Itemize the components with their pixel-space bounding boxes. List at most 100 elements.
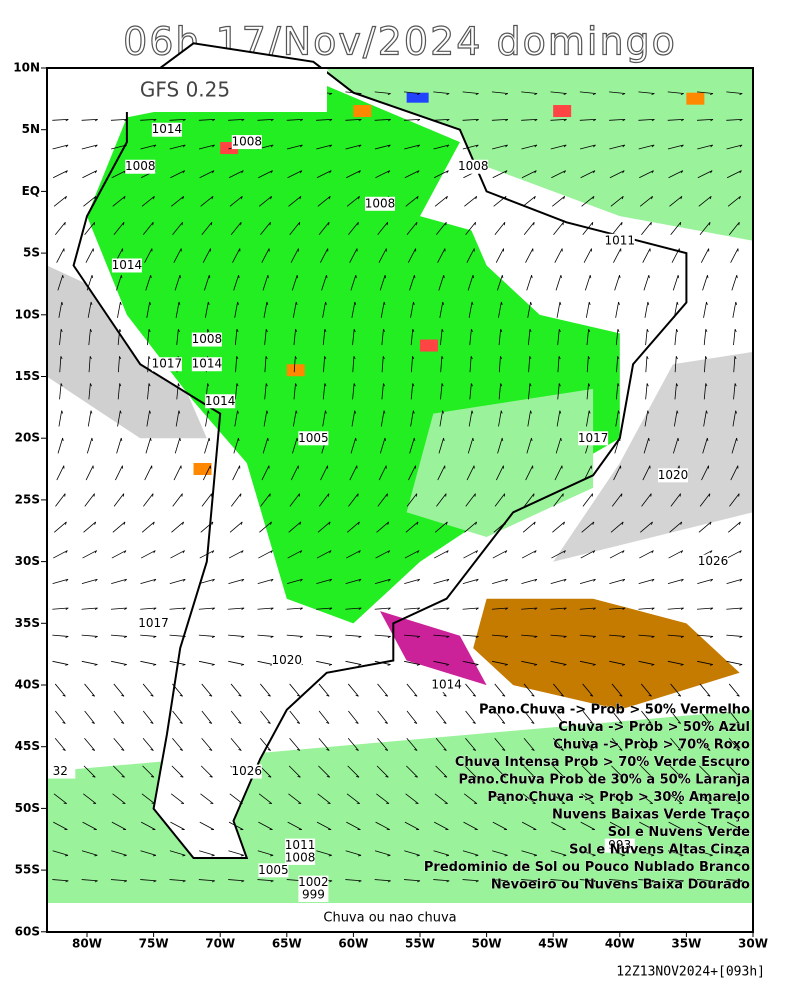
wind-arrow [172, 738, 184, 751]
wind-arrow [53, 793, 67, 804]
lat-label: 10N [13, 61, 40, 75]
wind-arrow [469, 383, 473, 400]
wind-arrow [727, 521, 741, 533]
wind-arrow [553, 221, 564, 235]
wind-arrow [52, 170, 68, 179]
wind-arrow [381, 383, 385, 400]
isobar-label-bg [285, 850, 316, 865]
wind-arrow [230, 493, 242, 507]
wind-arrow [169, 118, 186, 122]
wind-arrow [257, 118, 274, 122]
wind-arrow [521, 879, 538, 883]
wind-arrow [406, 683, 418, 697]
isobar-label: 993 [608, 838, 631, 852]
lon-label: 55W [405, 937, 435, 951]
wind-arrow [316, 170, 332, 179]
wind-arrow [200, 195, 214, 207]
lon-label: 40W [605, 937, 635, 951]
wind-arrow [377, 710, 388, 724]
wind-arrow [580, 821, 596, 831]
wind-arrow [52, 850, 69, 857]
wind-arrow [434, 521, 448, 533]
wind-arrow [434, 793, 448, 804]
wind-arrow [521, 550, 537, 559]
wind-arrow [555, 275, 562, 291]
isobar-label: 1014 [112, 258, 143, 272]
wind-arrow [169, 850, 186, 857]
wind-arrow [322, 301, 327, 318]
wind-arrow [611, 683, 623, 697]
wind-arrow [81, 607, 98, 610]
wind-arrow [140, 578, 157, 585]
purple-patch [380, 611, 487, 686]
lat-label: 20S [15, 431, 40, 445]
legend-entry: Sol e Nuvens Altas Cinza [569, 843, 750, 858]
wind-arrow [639, 821, 654, 831]
wind-arrow [169, 634, 186, 639]
wind-arrow [586, 410, 591, 427]
wind-arrow [579, 607, 596, 610]
wind-arrow [550, 607, 567, 610]
rain-patch [686, 92, 705, 105]
wind-arrow [288, 195, 302, 207]
wind-arrow [264, 356, 268, 373]
isobar-label-bg [138, 616, 169, 631]
light-green-southeast [406, 388, 594, 537]
wind-arrow [703, 410, 708, 427]
wind-arrow [142, 738, 154, 751]
wind-arrow [642, 465, 651, 481]
wind-arrow [375, 170, 391, 179]
wind-arrow [345, 634, 362, 639]
wind-arrow [202, 248, 211, 263]
wind-arrow [557, 383, 561, 400]
wind-arrow [172, 493, 183, 507]
wind-arrow [85, 465, 94, 481]
wind-arrow [228, 170, 244, 179]
wind-arrow [205, 383, 210, 400]
wind-arrow [317, 195, 331, 207]
wind-arrow [230, 683, 242, 697]
wind-arrow [555, 437, 562, 454]
wind-arrow [404, 578, 420, 585]
wind-arrow [703, 383, 708, 400]
wind-arrow [491, 607, 509, 610]
wind-arrow [198, 879, 215, 883]
wind-arrow [609, 118, 626, 122]
wind-arrow [169, 607, 186, 610]
wind-arrow [645, 328, 649, 346]
wind-arrow [405, 195, 419, 207]
wind-arrow [611, 221, 623, 235]
wind-arrow [615, 383, 620, 400]
wind-arrow [433, 634, 450, 639]
legend-entry: Predominio de Sol ou Pouco Nublado Branc… [424, 860, 750, 875]
wind-arrow [526, 275, 533, 291]
wind-arrow [347, 765, 360, 778]
wind-arrow [261, 248, 270, 263]
wind-arrow [492, 821, 508, 831]
wind-arrow [582, 710, 594, 724]
wind-arrow [527, 410, 532, 427]
wind-arrow [585, 301, 591, 318]
wind-arrow [228, 660, 245, 666]
wind-arrow [286, 144, 303, 150]
wind-arrow [171, 521, 184, 533]
wind-arrow [521, 170, 537, 179]
wind-arrow [703, 301, 708, 318]
wind-arrow [140, 118, 157, 122]
lat-label: 25S [15, 492, 40, 506]
wind-arrow [374, 144, 391, 150]
wind-arrow [433, 144, 450, 150]
wind-arrow [289, 710, 301, 724]
lat-label: EQ [22, 184, 40, 198]
wind-arrow [81, 850, 98, 857]
wind-arrow [147, 356, 151, 373]
wind-arrow [317, 521, 331, 533]
wind-arrow [374, 634, 391, 639]
legend-entry: Chuva -> Prob > 70% Roxo [553, 738, 750, 753]
wind-arrow [59, 328, 63, 346]
wind-arrow [378, 248, 387, 263]
wind-arrow [581, 793, 595, 804]
wind-arrow [403, 607, 421, 610]
wind-arrow [521, 660, 538, 666]
wind-arrow [638, 578, 655, 585]
